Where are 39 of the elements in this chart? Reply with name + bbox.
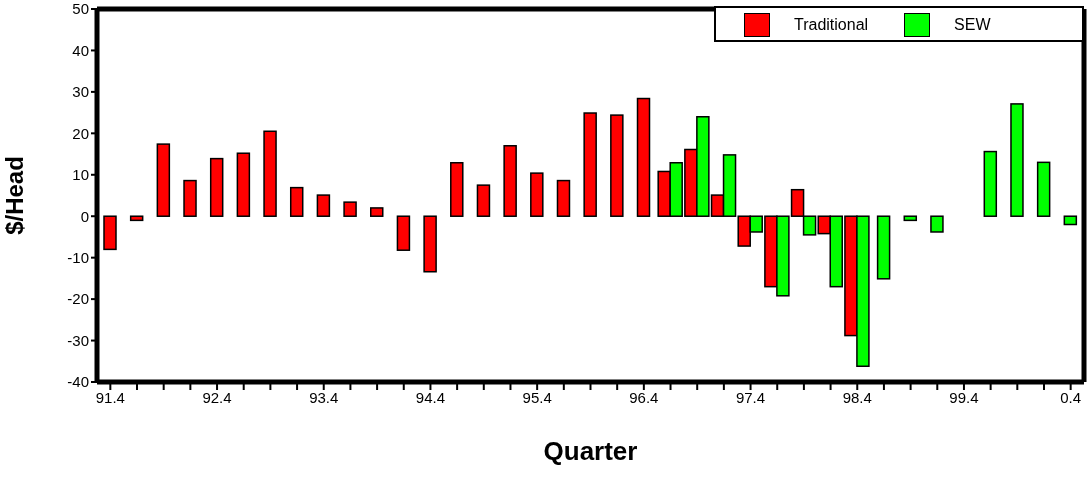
bar — [1036, 161, 1051, 217]
y-tick-label: -20 — [67, 290, 89, 308]
bar — [263, 130, 277, 217]
bar — [396, 215, 411, 251]
x-tick-label: 91.4 — [95, 388, 125, 406]
x-tick-label: 96.4 — [629, 388, 659, 406]
bar — [209, 157, 224, 217]
bar — [236, 152, 251, 217]
y-tick-label: -40 — [67, 373, 89, 391]
x-tick-label: 0.4 — [1060, 388, 1082, 406]
bar — [423, 215, 437, 273]
bar — [183, 179, 197, 217]
bar — [370, 207, 384, 217]
x-tick-label: 98.4 — [842, 388, 872, 406]
bar — [289, 186, 304, 217]
x-tick-label: 92.4 — [202, 388, 232, 406]
x-tick-label: 94.4 — [415, 388, 446, 406]
y-tick-label: 20 — [72, 124, 89, 142]
y-tick-label: -30 — [67, 331, 89, 349]
bar — [1063, 215, 1078, 226]
bar — [316, 194, 331, 217]
x-tick-label: 93.4 — [309, 388, 339, 406]
y-tick-label: 0 — [80, 207, 89, 225]
y-tick-label: 30 — [72, 83, 89, 101]
y-axis-title: $/Head — [0, 156, 28, 235]
bar — [343, 201, 357, 217]
x-tick-label: 97.4 — [735, 388, 766, 406]
bar — [1010, 103, 1024, 217]
legend-label: Traditional — [794, 16, 869, 34]
y-tick-label: 50 — [72, 0, 89, 18]
x-axis-title: Quarter — [543, 436, 638, 466]
x-tick-label: 99.4 — [949, 388, 979, 406]
y-tick-label: -10 — [67, 248, 89, 266]
legend-label: SEW — [954, 16, 991, 34]
bar — [983, 150, 998, 217]
y-tick-label: 40 — [72, 41, 89, 59]
y-tick-label: 10 — [72, 166, 89, 184]
bar — [156, 143, 171, 217]
x-tick-label: 95.4 — [522, 388, 552, 406]
